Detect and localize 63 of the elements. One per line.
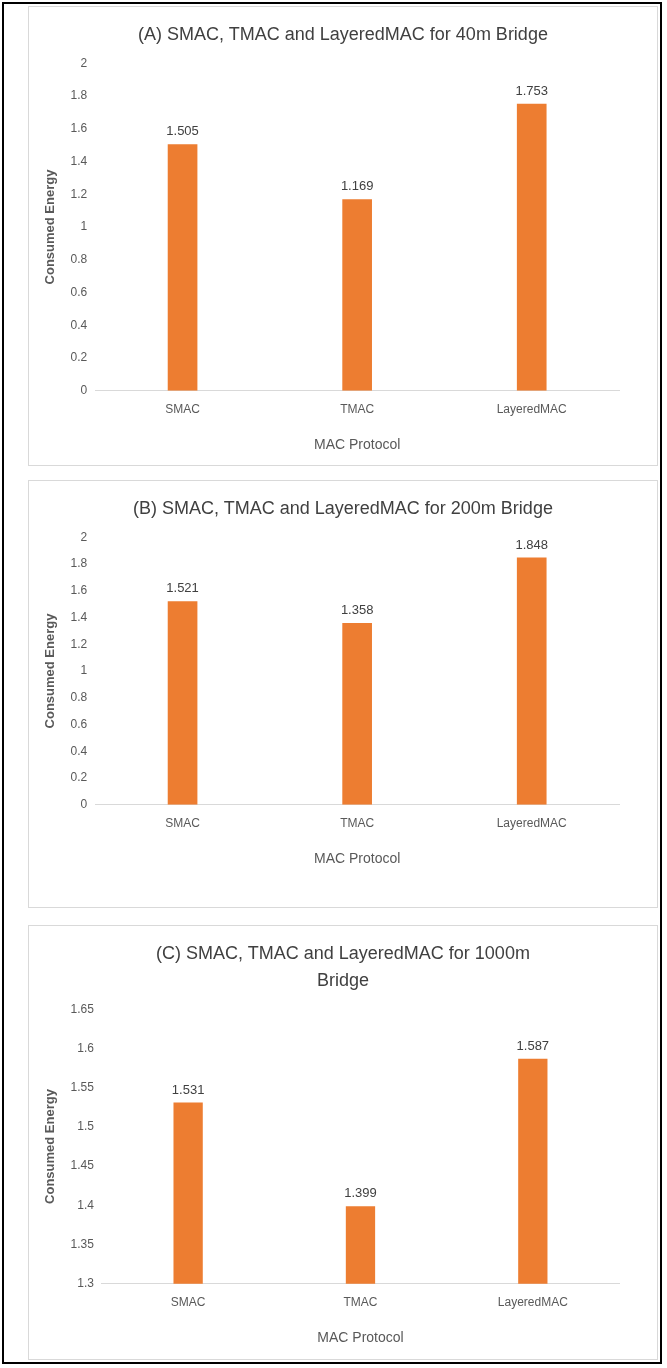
y-tick-label: 0.2: [70, 770, 88, 785]
y-tick-label: 1.4: [70, 153, 88, 168]
data-label: 1.521: [166, 580, 199, 596]
y-tick-label: 1.55: [70, 1079, 95, 1094]
x-tick-label: TMAC: [340, 402, 375, 417]
data-label: 1.169: [340, 178, 374, 194]
x-tick-label: SMAC: [165, 816, 201, 831]
y-tick-label: 0.6: [70, 284, 88, 299]
chart-title: (C) SMAC, TMAC and LayeredMAC for 1000m Bridge: [155, 942, 531, 992]
y-tick-label: 0: [80, 383, 88, 398]
y-tick-label: 1: [80, 663, 88, 678]
y-tick-label: 0.6: [70, 716, 88, 731]
chart-title: (B) SMAC, TMAC and LayeredMAC for 200m Bridge: [133, 497, 553, 520]
y-tick-label: 1.3: [77, 1276, 95, 1291]
y-tick-label: 0: [80, 797, 88, 812]
y-tick-label: 1.6: [70, 583, 88, 598]
y-tick-label: 1.4: [77, 1197, 95, 1212]
y-axis-title: Consumed Energy: [42, 168, 58, 285]
y-tick-label: 1.2: [70, 186, 88, 201]
y-tick-label: 1.2: [70, 636, 88, 651]
data-label: 1.505: [166, 123, 199, 139]
bar: [167, 601, 198, 805]
x-axis-title: MAC Protocol: [313, 436, 401, 453]
y-tick-label: 2: [80, 529, 88, 544]
y-tick-label: 1.5: [77, 1119, 95, 1134]
x-tick-label: TMAC: [340, 816, 375, 831]
x-tick-label: SMAC: [170, 1295, 206, 1310]
data-label: 1.531: [171, 1081, 205, 1097]
data-label: 1.587: [516, 1037, 550, 1053]
data-label: 1.358: [340, 602, 374, 618]
x-tick-label: LayeredMAC: [497, 1295, 569, 1310]
y-tick-label: 1.4: [70, 609, 88, 624]
x-tick-label: SMAC: [165, 402, 201, 417]
bar: [516, 103, 547, 391]
data-label: 1.848: [515, 536, 548, 552]
bar: [342, 199, 372, 391]
bar: [342, 623, 372, 805]
y-tick-label: 1.8: [70, 556, 88, 571]
y-tick-label: 0.2: [70, 350, 88, 365]
x-tick-label: LayeredMAC: [496, 402, 568, 417]
y-tick-label: 1.6: [70, 121, 88, 136]
y-tick-label: 1.45: [70, 1158, 95, 1173]
y-tick-label: 1.35: [70, 1236, 95, 1251]
y-tick-label: 1.6: [77, 1040, 95, 1055]
y-tick-label: 1: [80, 219, 88, 234]
y-tick-label: 2: [80, 55, 88, 70]
y-tick-label: 1.8: [70, 88, 88, 103]
y-tick-label: 0.8: [70, 690, 88, 705]
bar: [516, 557, 547, 805]
y-tick-label: 0.4: [70, 743, 88, 758]
y-axis-title: Consumed Energy: [42, 612, 58, 729]
x-axis-title: MAC Protocol: [313, 850, 401, 867]
x-tick-label: TMAC: [343, 1295, 378, 1310]
chart-title: (A) SMAC, TMAC and LayeredMAC for 40m Bridge: [137, 23, 549, 46]
y-tick-label: 1.65: [70, 1001, 95, 1016]
x-tick-label: LayeredMAC: [496, 816, 568, 831]
x-axis-title: MAC Protocol: [317, 1329, 404, 1346]
data-label: 1.399: [344, 1185, 377, 1201]
y-tick-label: 0.8: [70, 252, 88, 267]
bar: [167, 144, 198, 391]
data-label: 1.753: [515, 82, 548, 98]
y-axis-title: Consumed Energy: [42, 1088, 58, 1204]
y-tick-label: 0.4: [70, 317, 88, 332]
